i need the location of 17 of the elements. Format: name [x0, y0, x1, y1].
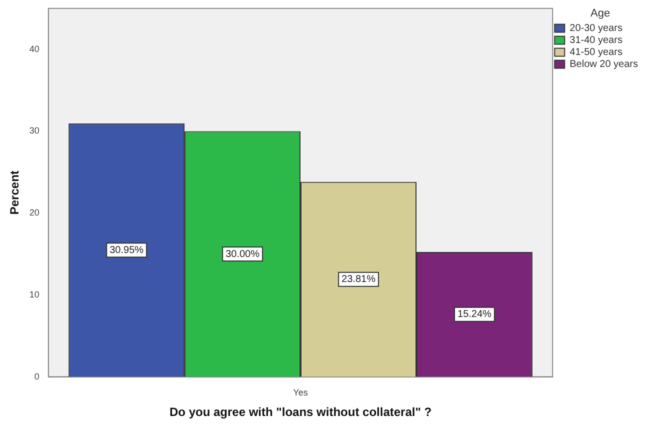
y-axis-title: Percent: [8, 170, 22, 215]
legend-label: 41-50 years: [570, 46, 622, 58]
data-label: 30.95%: [110, 244, 144, 256]
y-tick-label: 0: [34, 371, 40, 382]
x-tick-label: Yes: [293, 388, 308, 398]
legend-label: 20-30 years: [570, 22, 622, 34]
legend-label: Below 20 years: [570, 58, 638, 70]
y-tick-label: 30: [29, 126, 40, 136]
y-tick-label: 10: [29, 289, 40, 300]
legend-label: 31-40 years: [570, 34, 622, 46]
y-tick-label: 40: [29, 44, 40, 54]
data-label: 23.81%: [342, 274, 376, 286]
data-label: 30.00%: [226, 248, 260, 260]
y-tick-label: 20: [29, 208, 40, 218]
data-label: 15.24%: [458, 309, 492, 320]
legend-title: Age: [590, 8, 610, 20]
x-axis-title: Do you agree with "loans without collateral" ?: [169, 405, 432, 420]
